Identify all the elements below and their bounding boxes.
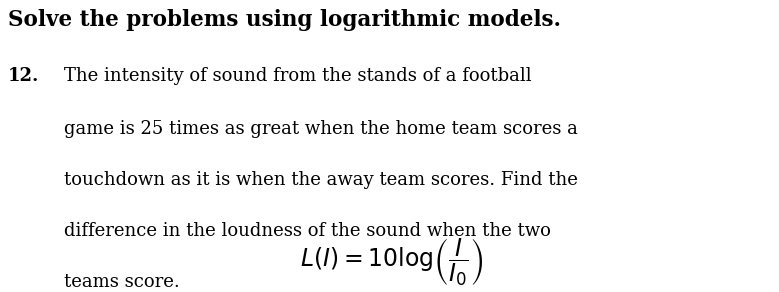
Text: teams score.: teams score.	[64, 273, 180, 291]
Text: Solve the problems using logarithmic models.: Solve the problems using logarithmic mod…	[8, 9, 561, 31]
Text: difference in the loudness of the sound when the two: difference in the loudness of the sound …	[64, 222, 551, 240]
Text: 12.: 12.	[8, 67, 39, 85]
Text: game is 25 times as great when the home team scores a: game is 25 times as great when the home …	[64, 120, 578, 138]
Text: touchdown as it is when the away team scores. Find the: touchdown as it is when the away team sc…	[64, 171, 578, 189]
Text: The intensity of sound from the stands of a football: The intensity of sound from the stands o…	[64, 67, 531, 85]
Text: $L(I) = 10\log\!\left(\dfrac{I}{I_0}\right)$: $L(I) = 10\log\!\left(\dfrac{I}{I_0}\rig…	[300, 236, 484, 288]
